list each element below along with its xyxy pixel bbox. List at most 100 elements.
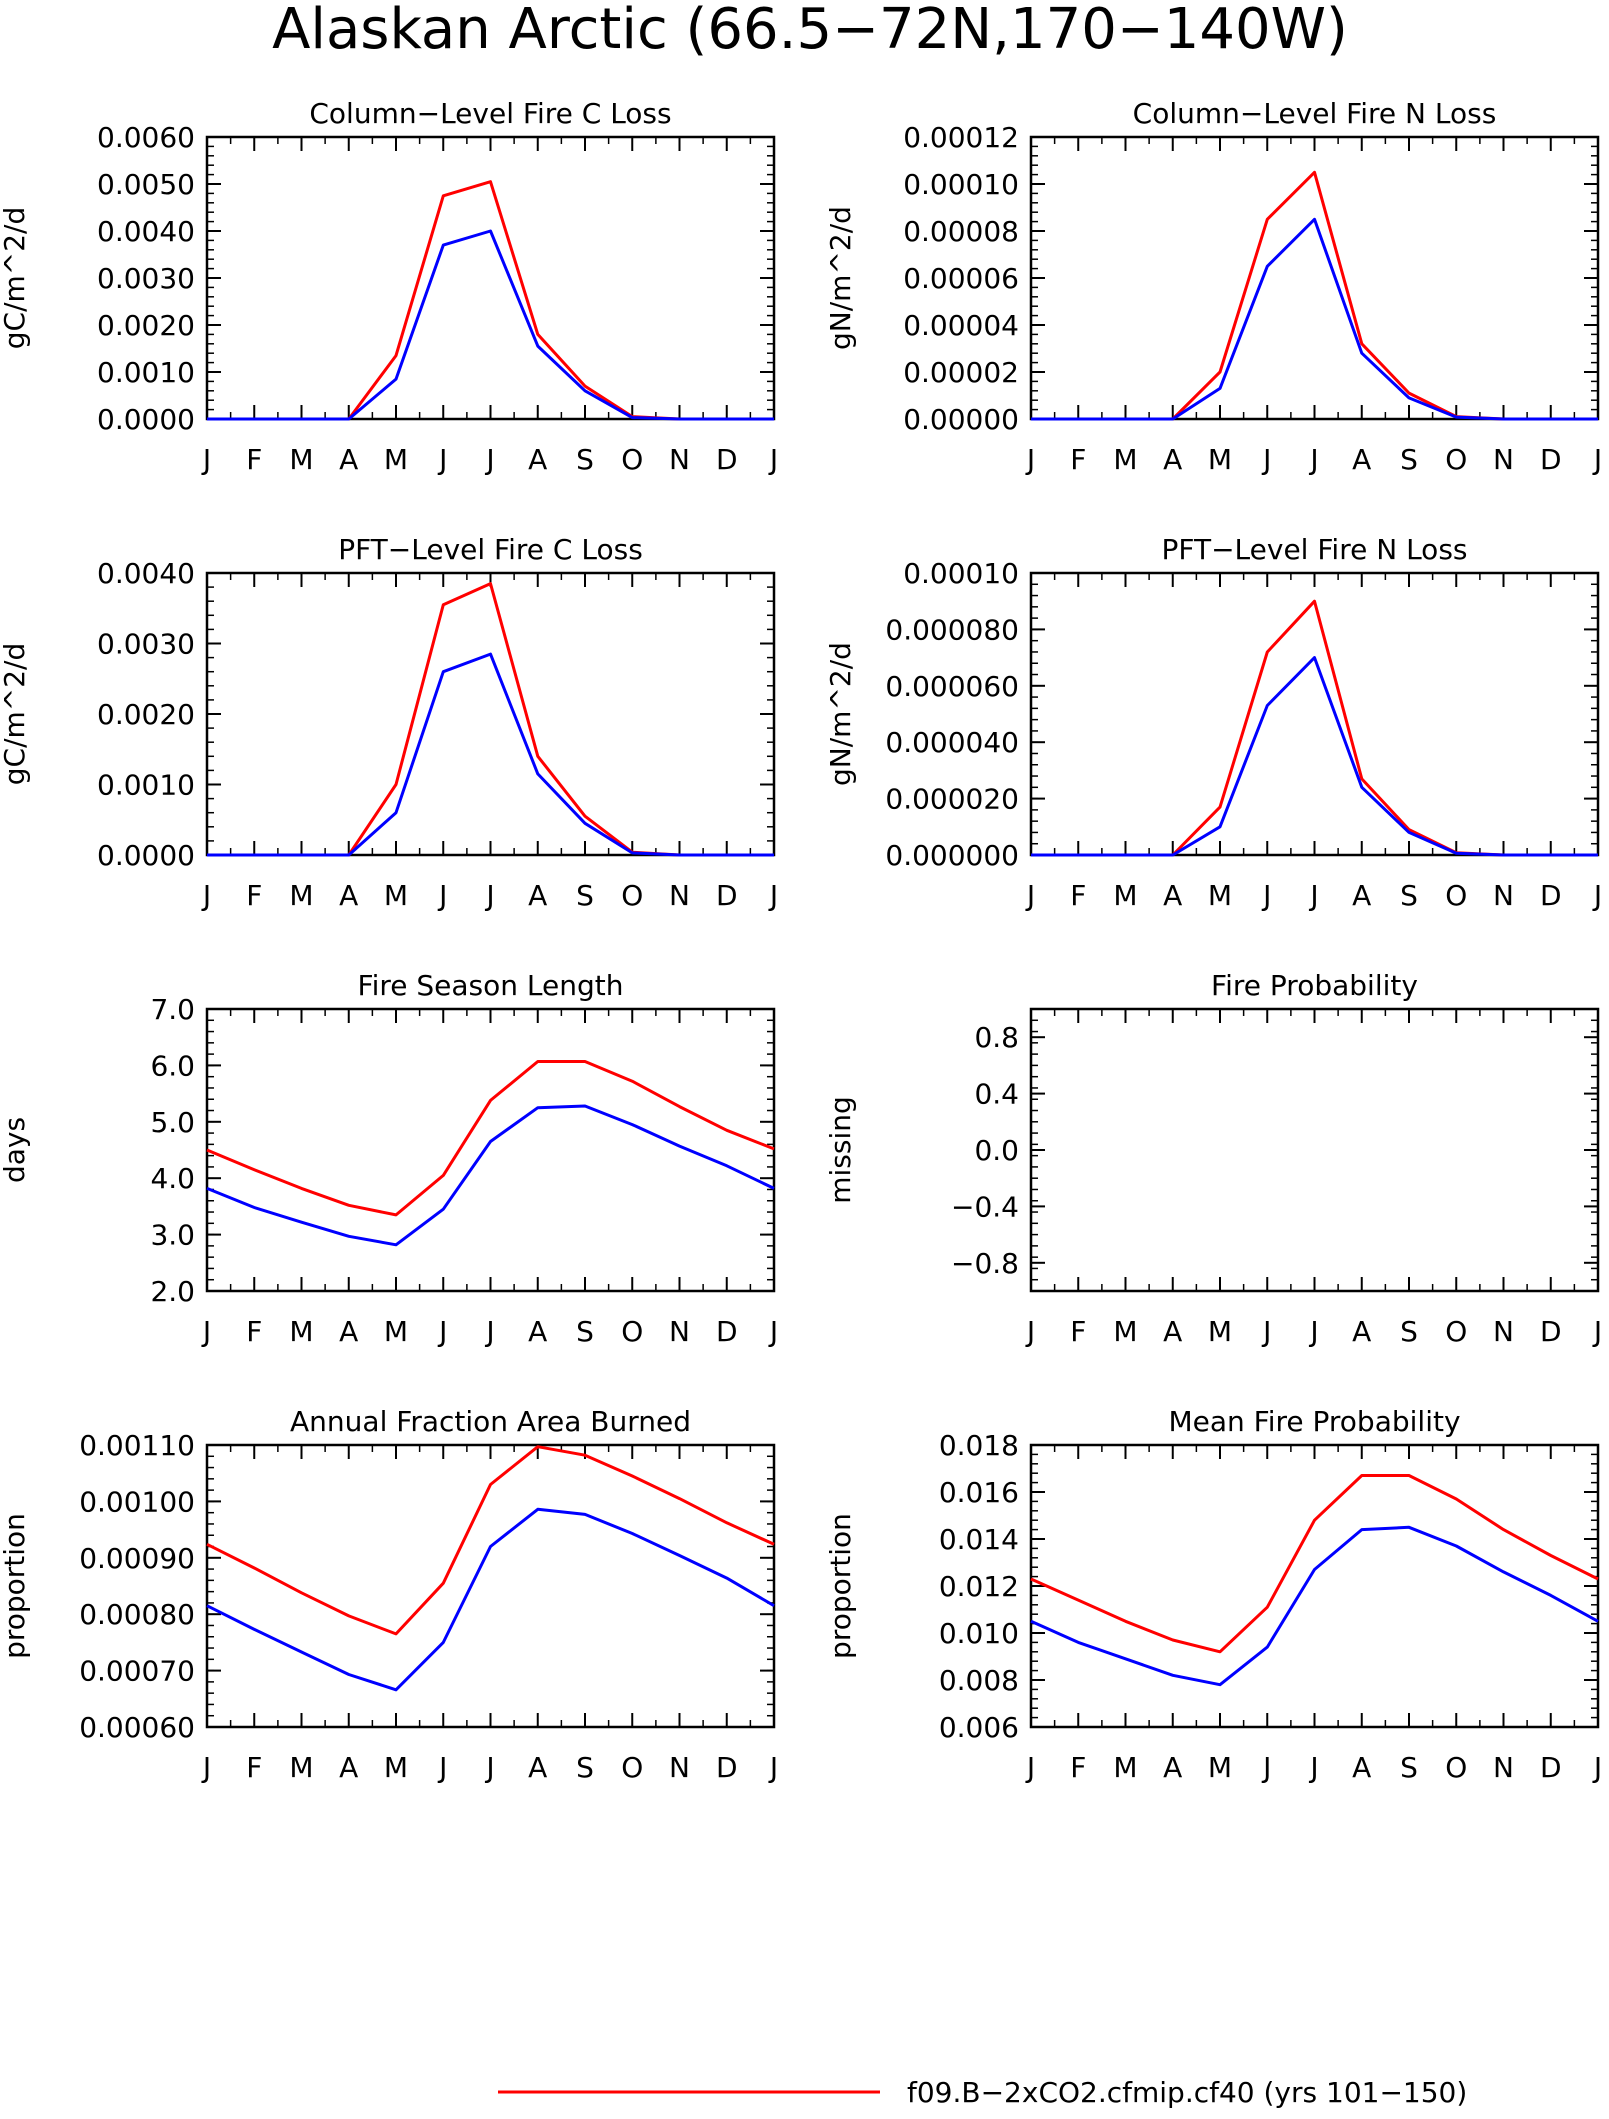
x-tick-label: M: [1113, 1751, 1137, 1784]
series-line-2: [1030, 1525, 1599, 1687]
x-tick-label: F: [1070, 1751, 1086, 1784]
x-tick-label: A: [339, 443, 358, 476]
y-tick-label: 0.0050: [97, 168, 195, 201]
x-tick-label: F: [246, 879, 262, 912]
x-tick-label: D: [716, 443, 738, 476]
x-tick-label: J: [1261, 1315, 1271, 1348]
y-tick-label: 0.0060: [97, 121, 195, 154]
plot-frame: [205, 135, 776, 421]
y-axis-label: gN/m^2/d: [824, 206, 857, 350]
y-tick-label: 0.00080: [79, 1598, 195, 1631]
chart-title: Annual Fraction Area Burned: [290, 1405, 691, 1438]
y-axis-label: gN/m^2/d: [824, 642, 857, 786]
chart-title: PFT−Level Fire C Loss: [338, 533, 643, 566]
x-tick-label: A: [339, 879, 358, 912]
y-tick-label: 0.000060: [885, 670, 1019, 703]
y-tick-label: −0.8: [951, 1247, 1019, 1280]
x-tick-label: A: [1352, 1751, 1371, 1784]
x-tick-label: M: [1208, 1315, 1232, 1348]
x-tick-label: D: [1540, 1315, 1562, 1348]
series-line-2: [1031, 217, 1598, 421]
x-tick-label: S: [1400, 1315, 1418, 1348]
x-tick-label: F: [246, 443, 262, 476]
x-tick-label: J: [437, 1751, 447, 1784]
x-tick-label: O: [621, 1751, 643, 1784]
series-line-1: [1031, 599, 1598, 857]
y-tick-label: 0.00008: [903, 215, 1019, 248]
y-tick-label: 0.00100: [79, 1485, 195, 1518]
series-line-2: [207, 229, 774, 421]
x-tick-label: J: [437, 879, 447, 912]
y-tick-label: 0.0020: [97, 309, 195, 342]
y-tick-label: 0.00010: [903, 557, 1019, 590]
x-tick-label: J: [768, 879, 778, 912]
series-line-1: [207, 180, 774, 421]
x-tick-label: J: [1308, 1315, 1318, 1348]
x-tick-label: J: [201, 879, 211, 912]
series-line-2: [206, 1507, 775, 1692]
y-tick-label: 0.006: [939, 1711, 1019, 1744]
x-tick-label: F: [246, 1315, 262, 1348]
x-tick-label: D: [716, 1315, 738, 1348]
x-tick-label: J: [201, 1315, 211, 1348]
y-tick-label: 0.010: [939, 1617, 1019, 1650]
y-tick-label: 0.016: [939, 1476, 1019, 1509]
series-line-1: [206, 1445, 775, 1636]
chart-panels: J F M A M J J A S O N D J0.00000.00100.00200.00300.0…: [0, 97, 1602, 1784]
x-tick-label: J: [1592, 443, 1602, 476]
x-tick-label: S: [1400, 879, 1418, 912]
y-axis-label: gC/m^2/d: [0, 207, 31, 350]
x-tick-label: J: [1261, 443, 1271, 476]
x-tick-label: D: [716, 1751, 738, 1784]
x-tick-label: J: [1025, 1751, 1035, 1784]
y-tick-label: 0.0010: [97, 769, 195, 802]
series-line-1: [1030, 1474, 1599, 1654]
x-tick-label: N: [1493, 1315, 1514, 1348]
x-tick-label: J: [768, 443, 778, 476]
y-tick-label: 0.0030: [97, 628, 195, 661]
chart-title: Column−Level Fire N Loss: [1133, 97, 1497, 130]
x-tick-label: M: [1208, 1751, 1232, 1784]
plot-frame: [1029, 1443, 1600, 1729]
x-tick-label: M: [289, 1315, 313, 1348]
x-tick-label: J: [484, 443, 494, 476]
x-tick-label: N: [669, 443, 690, 476]
x-tick-label: M: [289, 443, 313, 476]
x-tick-label: J: [1308, 1751, 1318, 1784]
x-tick-label: J: [1592, 1751, 1602, 1784]
x-tick-label: J: [201, 1751, 211, 1784]
x-tick-label: O: [1445, 1751, 1467, 1784]
y-tick-label: 2.0: [150, 1275, 195, 1308]
x-tick-label: M: [384, 443, 408, 476]
x-tick-label: M: [289, 1751, 313, 1784]
x-tick-label: N: [669, 879, 690, 912]
x-tick-label: S: [576, 1751, 594, 1784]
y-tick-label: 0.0030: [97, 262, 195, 295]
chart-title: Mean Fire Probability: [1168, 1405, 1460, 1438]
x-tick-label: J: [484, 1751, 494, 1784]
y-tick-label: 0.0020: [97, 698, 195, 731]
series-line-1: [206, 1060, 775, 1217]
x-tick-label: A: [1163, 443, 1182, 476]
x-tick-label: M: [1208, 443, 1232, 476]
x-tick-label: M: [289, 879, 313, 912]
x-tick-label: M: [1113, 879, 1137, 912]
y-tick-label: 0.000000: [885, 839, 1019, 872]
x-tick-label: J: [768, 1751, 778, 1784]
chart-title: Column−Level Fire C Loss: [309, 97, 671, 130]
x-tick-label: J: [1592, 879, 1602, 912]
plot-frame: [1029, 135, 1600, 421]
y-tick-label: 0.000040: [885, 726, 1019, 759]
chart-panel-4: J F M A M J J A S O N D J0.0000000.0000200.0000400.0…: [824, 533, 1602, 912]
legend: f09.B−2xCO2.cfmip.cf40 (yrs 101−150): [498, 2076, 1467, 2109]
chart-panel-3: J F M A M J J A S O N D J0.00000.00100.00200.00300.0…: [0, 533, 778, 912]
y-axis-label: proportion: [824, 1513, 857, 1659]
figure-title: Alaskan Arctic (66.5−72N,170−140W): [272, 0, 1348, 62]
x-tick-label: J: [768, 1315, 778, 1348]
series-line-1: [207, 582, 774, 857]
x-tick-label: D: [1540, 443, 1562, 476]
y-axis-label: gC/m^2/d: [0, 643, 31, 786]
x-tick-label: N: [1493, 443, 1514, 476]
y-tick-label: 0.00006: [903, 262, 1019, 295]
